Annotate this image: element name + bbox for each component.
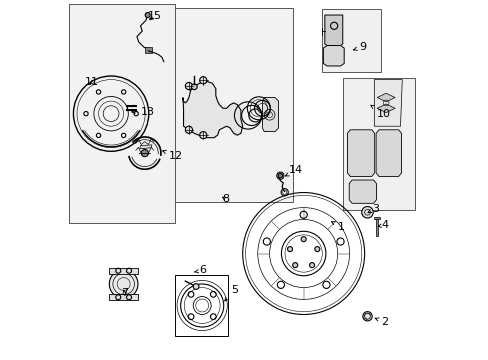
Circle shape xyxy=(362,312,371,321)
Polygon shape xyxy=(323,45,344,66)
Circle shape xyxy=(314,247,319,252)
Circle shape xyxy=(278,174,282,178)
Polygon shape xyxy=(348,180,376,203)
Bar xyxy=(144,47,152,53)
Polygon shape xyxy=(140,145,152,149)
Text: 4: 4 xyxy=(377,220,388,230)
Text: 6: 6 xyxy=(194,265,206,275)
Polygon shape xyxy=(376,104,394,113)
Text: 8: 8 xyxy=(222,194,228,204)
Polygon shape xyxy=(162,8,292,202)
Polygon shape xyxy=(346,130,374,176)
Circle shape xyxy=(361,207,372,218)
Circle shape xyxy=(199,77,206,84)
Text: 15: 15 xyxy=(147,11,162,21)
Bar xyxy=(109,294,138,301)
Polygon shape xyxy=(183,81,242,138)
Polygon shape xyxy=(174,275,228,336)
Polygon shape xyxy=(375,130,401,176)
Text: 12: 12 xyxy=(163,150,183,161)
Circle shape xyxy=(309,262,314,267)
Bar xyxy=(109,267,138,274)
Polygon shape xyxy=(373,80,402,126)
Circle shape xyxy=(292,262,297,267)
Text: 11: 11 xyxy=(85,77,99,87)
Polygon shape xyxy=(376,93,394,102)
Text: 13: 13 xyxy=(131,107,154,117)
Circle shape xyxy=(287,247,292,252)
Text: 7: 7 xyxy=(121,288,128,298)
Circle shape xyxy=(109,270,138,298)
Circle shape xyxy=(191,84,197,90)
Polygon shape xyxy=(324,15,342,45)
Text: 9: 9 xyxy=(353,42,366,51)
Text: 14: 14 xyxy=(285,165,303,176)
Polygon shape xyxy=(262,98,278,132)
Bar xyxy=(373,217,379,220)
Polygon shape xyxy=(343,78,414,211)
Circle shape xyxy=(185,82,192,90)
Circle shape xyxy=(301,237,305,242)
Text: 3: 3 xyxy=(367,204,378,214)
Circle shape xyxy=(193,284,199,289)
Polygon shape xyxy=(69,4,174,223)
Circle shape xyxy=(199,132,206,139)
Circle shape xyxy=(145,13,150,18)
Circle shape xyxy=(141,149,148,157)
Text: 10: 10 xyxy=(370,105,390,119)
Bar xyxy=(375,218,378,235)
Text: 5: 5 xyxy=(224,285,237,301)
Text: 1: 1 xyxy=(331,222,344,231)
Circle shape xyxy=(185,126,192,134)
Text: 2: 2 xyxy=(374,317,387,327)
Polygon shape xyxy=(321,9,380,72)
